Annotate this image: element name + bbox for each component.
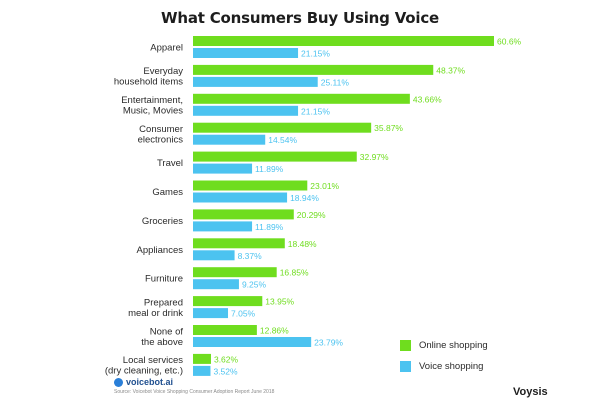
legend-swatch-online bbox=[400, 340, 411, 351]
category-label: Entertainment, Music, Movies bbox=[121, 95, 183, 117]
category-label-line: Entertainment, bbox=[121, 95, 183, 106]
data-label-online: 20.29% bbox=[297, 210, 326, 220]
category-label-line: None of bbox=[150, 326, 184, 337]
data-label-voice: 7.05% bbox=[231, 309, 256, 319]
bar-voice bbox=[193, 163, 253, 174]
category-label-line: Games bbox=[152, 187, 183, 198]
voysis-logo: Voysis bbox=[513, 386, 548, 398]
category-label-line: Music, Movies bbox=[123, 106, 183, 117]
data-label-online: 16.85% bbox=[280, 268, 309, 278]
category-label: Prepared meal or drink bbox=[128, 297, 183, 319]
category-label: Local services (dry cleaning, etc.) bbox=[105, 355, 183, 377]
category-label-line: Local services bbox=[123, 355, 183, 366]
data-label-online: 35.87% bbox=[374, 123, 403, 133]
bar-online bbox=[193, 209, 294, 220]
data-label-online: 18.48% bbox=[288, 239, 317, 249]
data-label-online: 13.95% bbox=[265, 297, 294, 307]
bar-online bbox=[193, 122, 372, 133]
legend-item-voice: Voice shopping bbox=[400, 361, 488, 372]
data-label-online: 48.37% bbox=[436, 65, 465, 75]
bar-voice bbox=[193, 192, 288, 203]
category-label: Travel bbox=[157, 158, 183, 169]
bar-voice bbox=[193, 48, 299, 58]
data-label-voice: 25.11% bbox=[321, 77, 350, 87]
category-label-line: Prepared bbox=[144, 297, 183, 308]
category-label: Appliances bbox=[137, 245, 184, 256]
data-label-online: 3.62% bbox=[214, 354, 239, 364]
bar-voice bbox=[193, 134, 266, 145]
category-label: Furniture bbox=[145, 274, 183, 285]
data-label-online: 60.6% bbox=[497, 37, 522, 47]
category-label-line: Travel bbox=[157, 158, 183, 169]
bar-online bbox=[193, 353, 211, 364]
data-label-voice: 11.89% bbox=[255, 222, 284, 232]
category-label-line: Furniture bbox=[145, 274, 183, 285]
bar-voice bbox=[193, 221, 253, 232]
category-label: Consumer electronics bbox=[138, 124, 184, 146]
data-label-voice: 3.52% bbox=[213, 366, 238, 376]
data-label-voice: 9.25% bbox=[242, 280, 267, 290]
data-label-voice: 21.15% bbox=[301, 49, 330, 59]
legend-item-online: Online shopping bbox=[400, 340, 488, 351]
category-label: Games bbox=[152, 187, 183, 198]
legend-label-voice: Voice shopping bbox=[419, 361, 484, 372]
legend: Online shopping Voice shopping bbox=[400, 340, 488, 382]
bar-voice bbox=[193, 250, 235, 261]
category-label: Apparel bbox=[150, 43, 183, 54]
data-label-online: 12.86% bbox=[260, 326, 289, 336]
source-note: Source: Voicebot Voice Shopping Consumer… bbox=[114, 389, 275, 395]
category-label-line: Groceries bbox=[142, 216, 183, 227]
data-label-voice: 23.79% bbox=[314, 338, 343, 348]
bar-online bbox=[193, 93, 410, 104]
voicebot-logo-icon bbox=[114, 377, 123, 387]
bar-online bbox=[193, 267, 277, 278]
bar-online bbox=[193, 238, 285, 249]
bar-online bbox=[193, 296, 263, 307]
bar-online bbox=[193, 64, 434, 75]
bar-voice bbox=[193, 308, 229, 319]
bar-online bbox=[193, 36, 494, 46]
category-label: None of the above bbox=[141, 326, 183, 348]
category-label-line: Consumer bbox=[139, 124, 183, 135]
voicebot-logo-text: voicebot.ai bbox=[126, 377, 174, 387]
legend-label-online: Online shopping bbox=[419, 340, 488, 351]
data-label-voice: 21.15% bbox=[301, 106, 330, 116]
bar-online bbox=[193, 151, 357, 162]
data-label-online: 43.66% bbox=[413, 94, 442, 104]
category-label-line: household items bbox=[114, 77, 183, 88]
category-label-line: Appliances bbox=[137, 245, 184, 256]
category-label-line: Apparel bbox=[150, 43, 183, 54]
data-label-voice: 8.37% bbox=[238, 251, 263, 261]
category-label-line: electronics bbox=[138, 134, 184, 145]
data-label-voice: 11.89% bbox=[255, 164, 284, 174]
category-label-line: the above bbox=[141, 337, 183, 348]
category-label-line: meal or drink bbox=[128, 308, 183, 319]
voicebot-logo: voicebot.ai bbox=[114, 377, 274, 387]
bar-voice bbox=[193, 76, 318, 87]
category-label: Groceries bbox=[142, 216, 183, 227]
data-label-online: 23.01% bbox=[310, 181, 339, 191]
data-label-online: 32.97% bbox=[360, 152, 389, 162]
bar-voice bbox=[193, 105, 299, 116]
voicebot-brand: voicebot.ai Source: Voicebot Voice Shopp… bbox=[114, 377, 274, 395]
bar-voice bbox=[193, 337, 312, 347]
category-label-line: Everyday bbox=[143, 66, 183, 77]
bar-online bbox=[193, 180, 308, 191]
data-label-voice: 14.54% bbox=[268, 135, 297, 145]
data-label-voice: 18.94% bbox=[290, 193, 319, 203]
category-label: Everyday household items bbox=[114, 66, 183, 88]
category-label-line: (dry cleaning, etc.) bbox=[105, 366, 183, 377]
legend-swatch-voice bbox=[400, 361, 411, 372]
chart-title: What Consumers Buy Using Voice bbox=[161, 9, 439, 27]
bar-voice bbox=[193, 279, 239, 290]
bar-voice bbox=[193, 365, 211, 376]
bar-online bbox=[193, 325, 257, 335]
